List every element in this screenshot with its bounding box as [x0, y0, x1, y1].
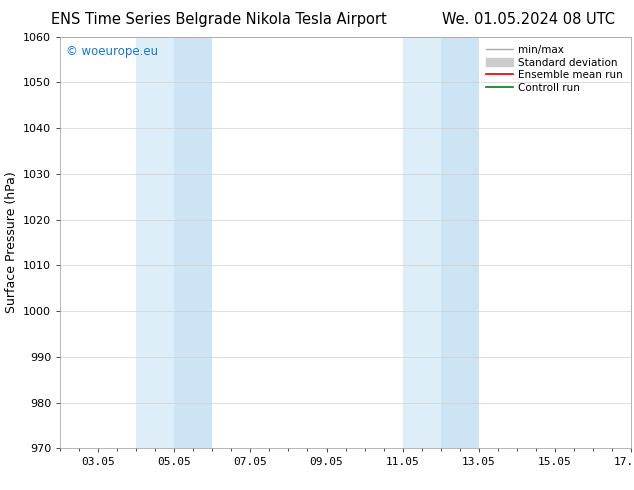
Y-axis label: Surface Pressure (hPa): Surface Pressure (hPa)	[4, 172, 18, 314]
Text: © woeurope.eu: © woeurope.eu	[66, 45, 158, 58]
Text: We. 01.05.2024 08 UTC: We. 01.05.2024 08 UTC	[442, 12, 615, 27]
Bar	[441, 37, 479, 448]
Text: ENS Time Series Belgrade Nikola Tesla Airport: ENS Time Series Belgrade Nikola Tesla Ai…	[51, 12, 387, 27]
Legend: min/max, Standard deviation, Ensemble mean run, Controll run: min/max, Standard deviation, Ensemble me…	[483, 42, 626, 96]
Bar	[403, 37, 441, 448]
Bar	[136, 37, 174, 448]
Bar	[174, 37, 212, 448]
